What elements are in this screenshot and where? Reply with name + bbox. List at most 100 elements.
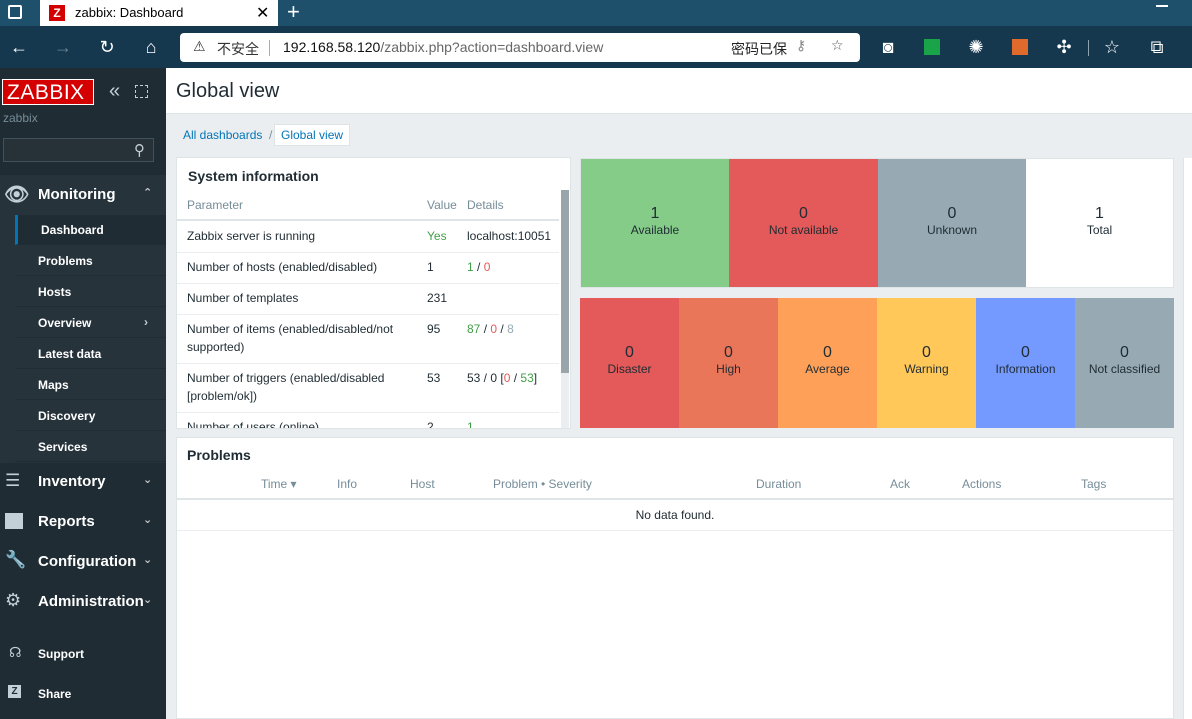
- tile-high[interactable]: 0 High: [679, 298, 778, 428]
- extension-icon-1[interactable]: ◙: [882, 37, 894, 57]
- header-divider: [177, 498, 1173, 500]
- offscreen-widget-edge: [1183, 158, 1192, 719]
- row-param: Number of hosts (enabled/disabled): [187, 260, 378, 274]
- sidebar-item-overview[interactable]: Overview ›: [15, 308, 166, 338]
- row-param: Number of triggers (enabled/disabled: [187, 371, 385, 385]
- tab-close-icon[interactable]: ✕: [256, 5, 270, 22]
- search-input[interactable]: ⚲: [3, 138, 154, 162]
- tile-available[interactable]: 1 Available: [581, 159, 729, 287]
- url-divider: [269, 40, 270, 56]
- sidebar-item-label: Overview: [38, 316, 92, 330]
- column-host[interactable]: Host: [410, 477, 435, 491]
- chevron-down-icon: ⌄: [143, 514, 153, 526]
- collections-icon[interactable]: ⧉: [1150, 37, 1164, 57]
- breadcrumb-all-dashboards[interactable]: All dashboards: [183, 128, 263, 142]
- chevron-down-icon: ⌄: [143, 554, 153, 566]
- tile-label: High: [716, 362, 741, 376]
- menu-inventory[interactable]: ☰ Inventory ⌄: [0, 462, 166, 502]
- row-details: 87 / 0 / 8: [467, 322, 514, 336]
- no-data-message: No data found.: [635, 508, 715, 522]
- row-divider: [177, 363, 559, 364]
- sidebar-item-label: Latest data: [38, 347, 102, 361]
- sidebar-item-label: Services: [38, 440, 88, 454]
- tile-count: 0: [823, 344, 832, 361]
- minimize-icon[interactable]: [1156, 5, 1168, 7]
- row-details: localhost:10051: [467, 229, 552, 243]
- menu-configuration[interactable]: 🔧 Configuration ⌄: [0, 542, 166, 582]
- tile-count: 0: [724, 344, 733, 361]
- sidebar-item-discovery[interactable]: Discovery: [15, 401, 166, 431]
- address-bar[interactable]: ⚠ 不安全 192.168.58.120/zabbix.php?action=d…: [180, 33, 860, 62]
- tile-disaster[interactable]: 0 Disaster: [580, 298, 679, 428]
- search-icon[interactable]: ⚲: [134, 142, 145, 159]
- tile-count: 0: [799, 205, 808, 222]
- widget-title: Problems: [187, 447, 251, 463]
- not-secure-label[interactable]: 不安全: [217, 41, 259, 57]
- menu-monitoring-label: Monitoring: [38, 186, 116, 203]
- collapse-sidebar-icon[interactable]: «: [109, 80, 121, 102]
- sidebar-item-services[interactable]: Services: [15, 432, 166, 462]
- host-availability-widget: 1 Available 0 Not available 0 Unknown 1 …: [580, 158, 1174, 288]
- extension-icon-2[interactable]: [924, 39, 940, 55]
- add-favorite-icon[interactable]: ☆: [831, 37, 844, 53]
- refresh-icon[interactable]: ↻: [99, 37, 115, 57]
- tile-information[interactable]: 0 Information: [976, 298, 1075, 428]
- column-ack: Ack: [890, 477, 911, 491]
- row-param: Number of users (online): [187, 420, 320, 429]
- menu-support[interactable]: ☊ Support: [0, 634, 166, 674]
- menu-monitoring[interactable]: 👁 Monitoring ⌃: [0, 175, 166, 215]
- sidebar-item-hosts[interactable]: Hosts: [15, 277, 166, 307]
- chevron-up-icon: ⌃: [143, 187, 153, 199]
- row-param: Number of templates: [187, 291, 299, 305]
- row-divider: [177, 314, 559, 315]
- kiosk-mode-icon[interactable]: [135, 85, 148, 98]
- forward-icon[interactable]: →: [54, 37, 72, 57]
- sidebar-item-dashboard[interactable]: Dashboard: [15, 215, 166, 245]
- extension-icon-3[interactable]: ✺: [968, 37, 984, 57]
- browser-tab-bar: Z zabbix: Dashboard ✕ +: [0, 0, 1192, 26]
- new-tab-icon[interactable]: +: [287, 0, 300, 24]
- tile-total[interactable]: 1 Total: [1026, 159, 1173, 287]
- tile-count: 0: [625, 344, 634, 361]
- tile-label: Total: [1086, 223, 1113, 237]
- menu-administration[interactable]: ⚙ Administration ⌄: [0, 582, 166, 622]
- tile-count: 0: [1120, 344, 1129, 361]
- menu-share[interactable]: Z Share: [0, 674, 166, 714]
- server-name: zabbix: [3, 111, 38, 125]
- row-value: 231: [427, 291, 448, 305]
- page-title: Global view: [176, 80, 280, 102]
- sidebar-item-latest-data[interactable]: Latest data: [15, 339, 166, 369]
- problems-by-severity-widget: 0 Disaster 0 High 0 Average 0 Warning 0 …: [580, 298, 1174, 428]
- breadcrumb-current[interactable]: Global view: [274, 124, 351, 146]
- menu-inventory-label: Inventory: [38, 473, 106, 490]
- extensions-icon[interactable]: ✣: [1056, 37, 1072, 57]
- problems-widget: Problems Time ▾ Info Host Problem • Seve…: [176, 437, 1174, 719]
- row-param-cont: [problem/ok]): [187, 389, 258, 403]
- tile-average[interactable]: 0 Average: [778, 298, 877, 428]
- share-icon: Z: [8, 685, 21, 698]
- row-param: Zabbix server is running: [187, 229, 316, 243]
- key-icon[interactable]: ⚷: [796, 37, 807, 53]
- warning-icon[interactable]: ⚠: [193, 38, 206, 54]
- browser-tab[interactable]: Z zabbix: Dashboard ✕: [40, 0, 278, 26]
- tile-not-classified[interactable]: 0 Not classified: [1075, 298, 1174, 428]
- url-text[interactable]: 192.168.58.120/zabbix.php?action=dashboa…: [283, 39, 603, 55]
- tile-unknown[interactable]: 0 Unknown: [878, 159, 1026, 287]
- password-saved-label[interactable]: 密码已保: [731, 41, 787, 57]
- tab-actions-icon[interactable]: [8, 5, 22, 19]
- favorites-icon[interactable]: ☆: [1103, 37, 1121, 57]
- tile-warning[interactable]: 0 Warning: [877, 298, 976, 428]
- menu-reports[interactable]: Reports ⌄: [0, 502, 166, 542]
- eye-icon: 👁: [4, 184, 30, 206]
- sidebar-item-label: Problems: [38, 254, 93, 268]
- column-time[interactable]: Time ▾: [261, 477, 297, 491]
- sidebar-item-maps[interactable]: Maps: [15, 370, 166, 400]
- sidebar-item-problems[interactable]: Problems: [15, 246, 166, 276]
- menu-support-label: Support: [38, 647, 84, 661]
- extension-icon-4[interactable]: [1012, 39, 1028, 55]
- back-icon[interactable]: ←: [10, 37, 28, 57]
- scrollbar-thumb[interactable]: [561, 190, 569, 373]
- column-problem-severity[interactable]: Problem • Severity: [493, 477, 592, 491]
- home-icon[interactable]: ⌂: [145, 37, 157, 57]
- tile-not-available[interactable]: 0 Not available: [729, 159, 878, 287]
